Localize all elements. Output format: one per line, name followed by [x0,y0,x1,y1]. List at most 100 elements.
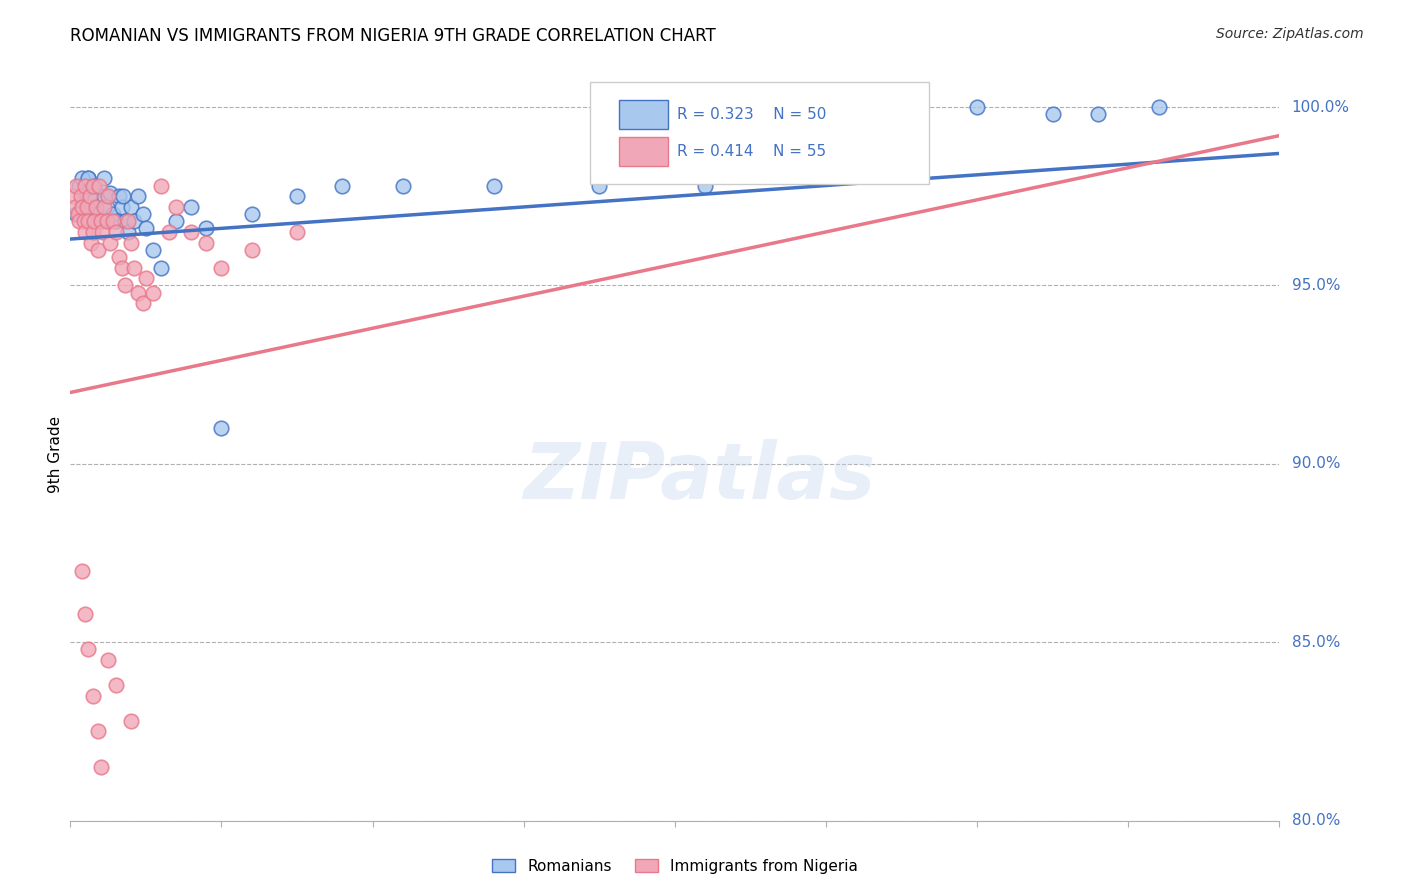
Point [150,260,172,275]
Point [117,225,139,239]
FancyBboxPatch shape [619,136,668,166]
Point [815,100,838,114]
Point [165,200,187,214]
Text: 100.0%: 100.0% [1292,100,1350,114]
Point [75,178,97,193]
Point [96,214,118,228]
Point [75,225,97,239]
Point [104,225,127,239]
Point [211,421,233,435]
Point [90,214,111,228]
Point [132,207,155,221]
Point [588,178,610,193]
Point [83,214,105,228]
Point [97,653,120,667]
Point [104,678,127,692]
Text: ROMANIAN VS IMMIGRANTS FROM NIGERIA 9TH GRADE CORRELATION CHART: ROMANIAN VS IMMIGRANTS FROM NIGERIA 9TH … [70,27,716,45]
Point [107,250,129,264]
Text: Source: ZipAtlas.com: Source: ZipAtlas.com [1216,27,1364,41]
Point [332,178,354,193]
Point [122,214,145,228]
Point [67,178,90,193]
Point [80,235,103,250]
Point [67,214,90,228]
Point [75,186,97,200]
Point [87,178,110,193]
Point [120,235,142,250]
Point [84,200,107,214]
Point [1147,100,1170,114]
Point [75,607,97,621]
Point [93,171,115,186]
FancyBboxPatch shape [619,100,668,129]
Point [72,564,94,578]
Point [240,207,263,221]
Point [117,214,139,228]
Point [966,100,988,114]
Point [82,689,104,703]
Point [135,221,157,235]
Point [101,214,124,228]
Point [65,178,87,193]
Point [90,214,111,228]
Point [195,235,218,250]
Point [240,243,263,257]
Point [79,189,101,203]
Point [93,200,115,214]
Point [180,225,202,239]
Point [91,225,114,239]
FancyBboxPatch shape [591,82,929,185]
Text: 95.0%: 95.0% [1292,278,1340,293]
Point [211,260,233,275]
Point [72,171,94,186]
Point [98,235,121,250]
Point [83,193,105,207]
Y-axis label: 9th Grade: 9th Grade [48,417,63,493]
Point [135,271,157,285]
Point [93,189,115,203]
Point [114,214,136,228]
Text: R = 0.323    N = 50: R = 0.323 N = 50 [678,107,827,122]
Point [62,189,84,203]
Point [127,285,149,300]
Text: 90.0%: 90.0% [1292,457,1340,471]
Point [860,100,883,114]
Point [72,200,94,214]
Point [107,189,129,203]
Point [82,225,104,239]
Point [65,207,87,221]
Point [142,243,165,257]
Point [63,200,86,214]
Text: 85.0%: 85.0% [1292,635,1340,649]
Point [391,178,415,193]
Text: R = 0.414    N = 55: R = 0.414 N = 55 [678,144,827,159]
Point [1087,107,1109,121]
Point [82,178,104,193]
Point [482,178,505,193]
Point [83,178,105,193]
Text: ZIPatlas: ZIPatlas [523,439,875,515]
Point [73,214,96,228]
Point [180,200,202,214]
Point [66,207,89,221]
Point [111,260,134,275]
Point [104,214,127,228]
Point [890,107,912,121]
Point [122,260,145,275]
Point [127,189,149,203]
Point [79,189,101,203]
Point [77,214,100,228]
Point [132,296,155,310]
Point [86,243,108,257]
Point [195,221,218,235]
Point [96,200,118,214]
Point [114,278,136,293]
Point [157,225,180,239]
Point [80,200,103,214]
Legend: Romanians, Immigrants from Nigeria: Romanians, Immigrants from Nigeria [486,853,863,880]
Point [70,189,93,203]
Point [86,207,108,221]
Point [142,285,165,300]
Point [150,178,172,193]
Point [76,200,98,214]
